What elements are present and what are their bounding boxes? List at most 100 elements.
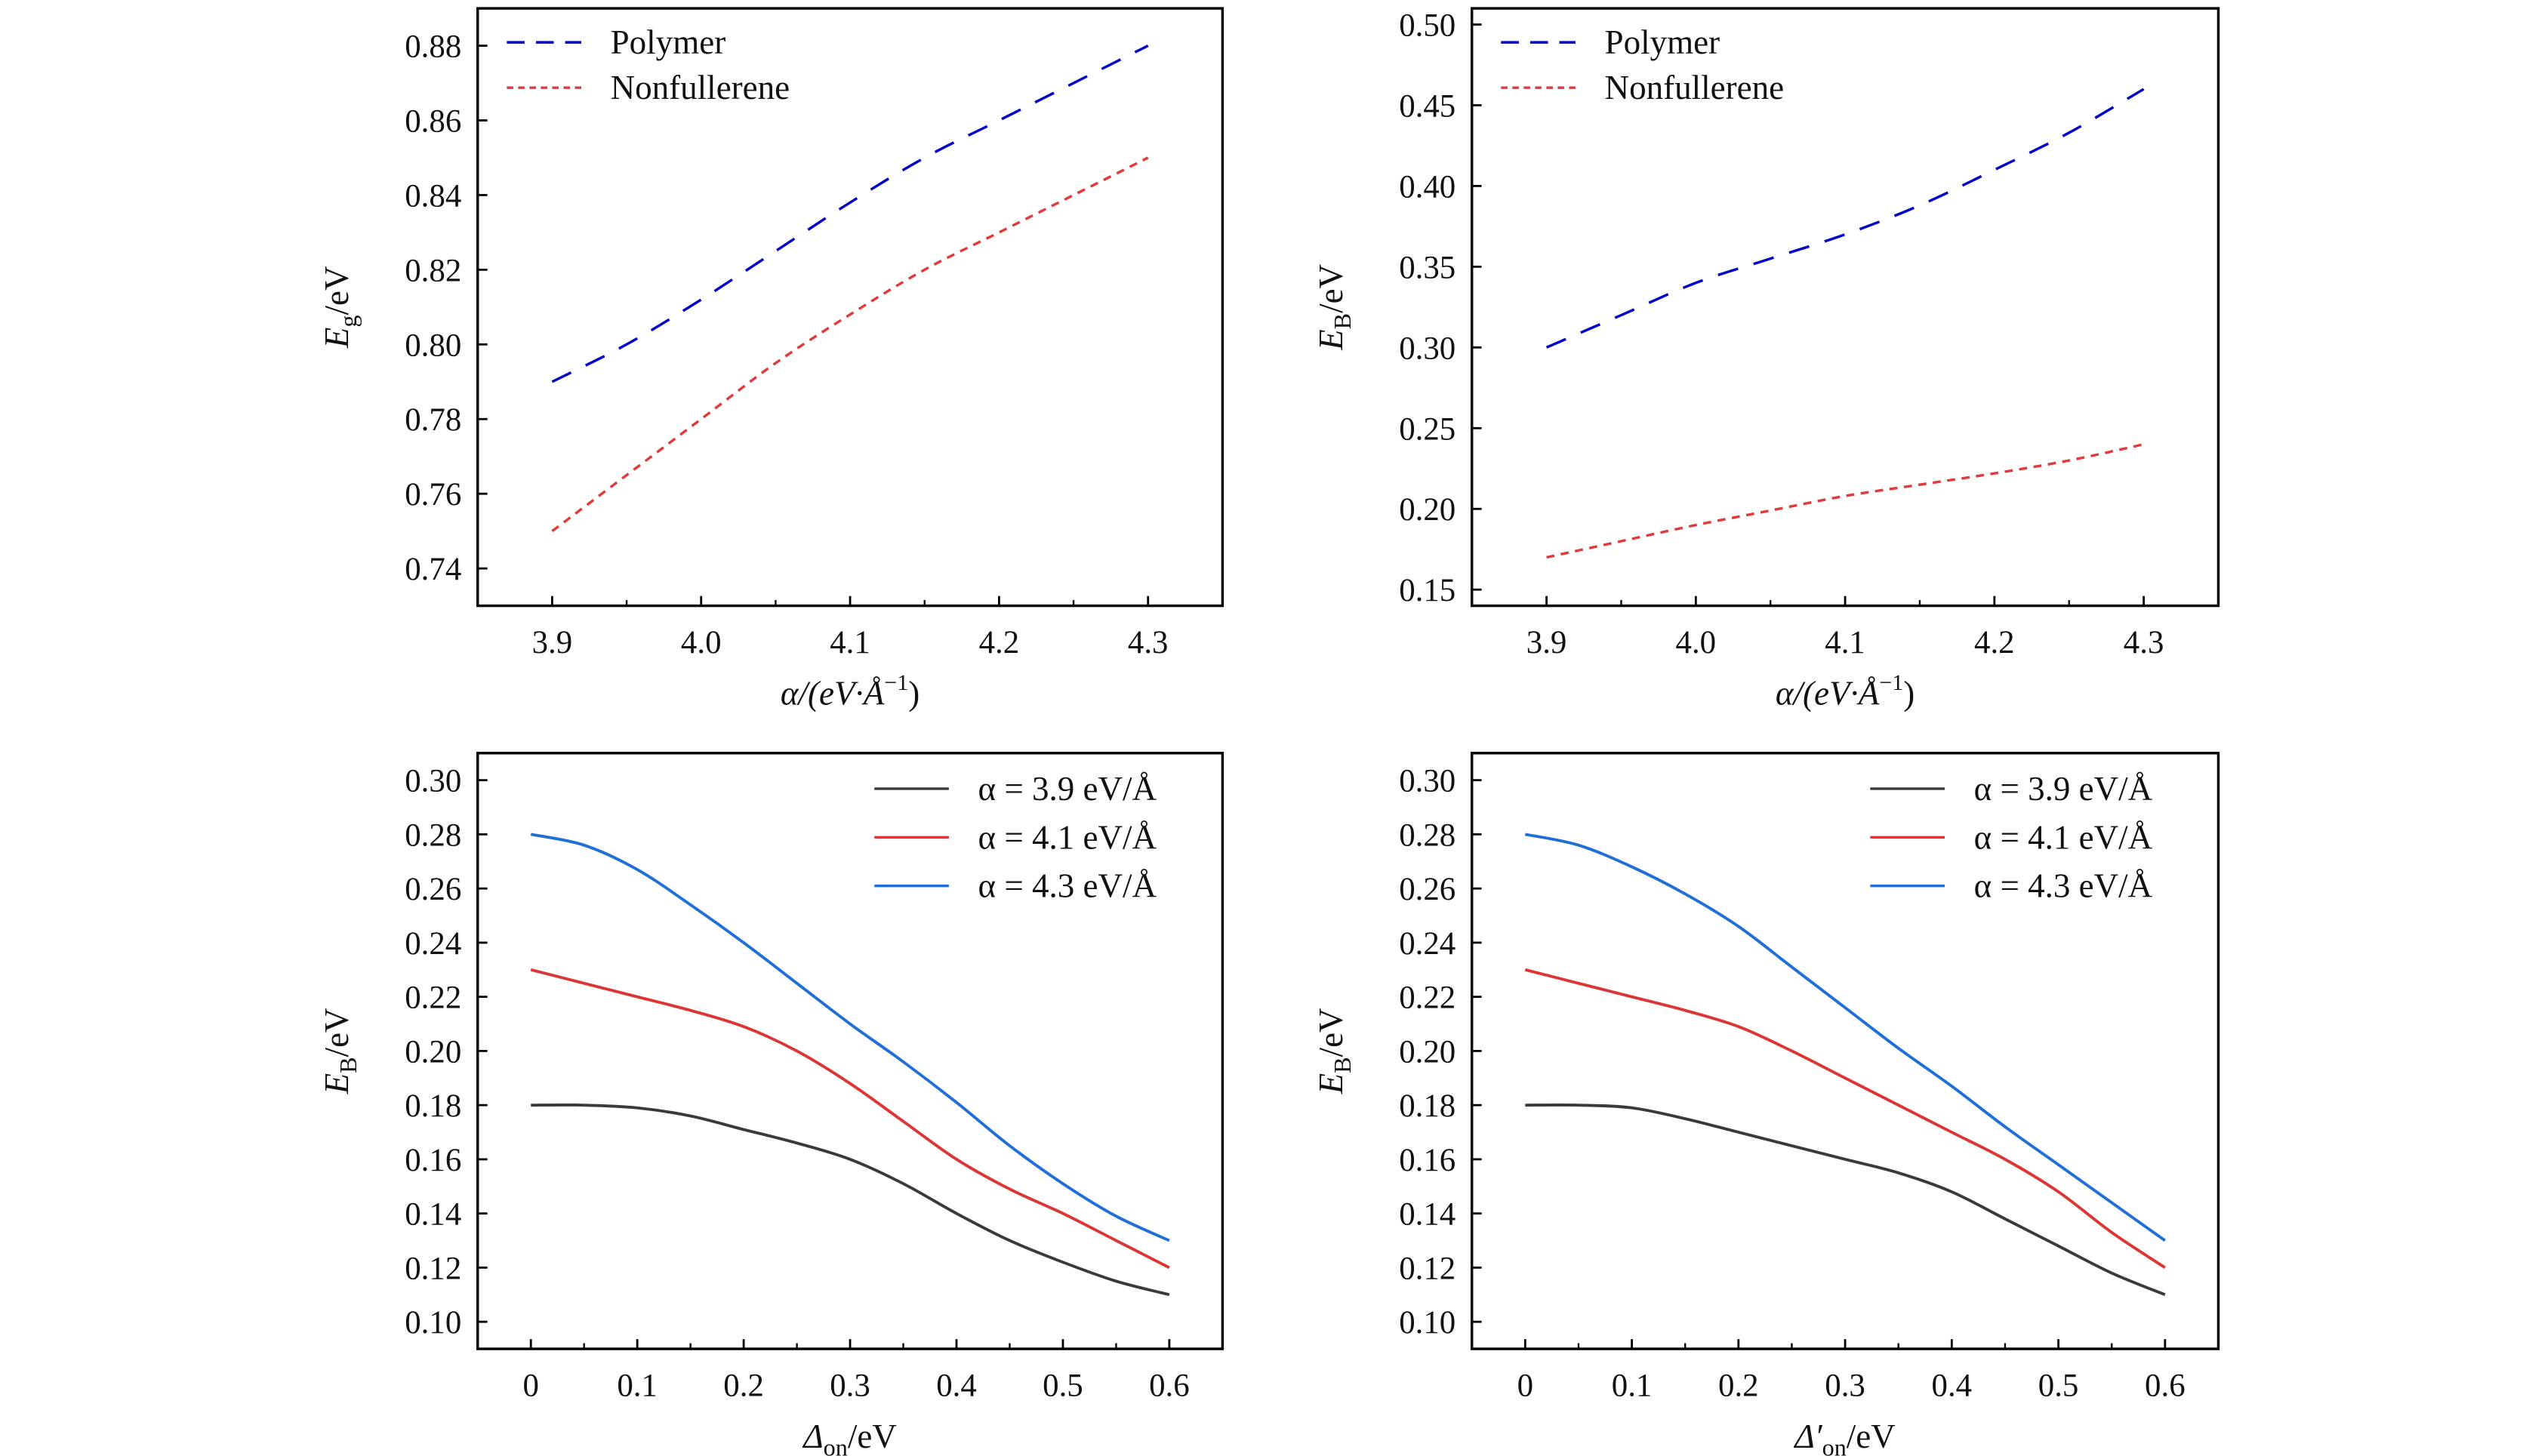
series-line-1	[1545, 88, 2145, 349]
x-tick-label: 0.2	[723, 1368, 764, 1403]
legend-label: α = 4.3 eV/Å	[1974, 867, 2153, 905]
y-label-main: E	[1312, 329, 1350, 351]
x-tick-label: 0.6	[1149, 1368, 1190, 1403]
x-tick-label: 0	[522, 1368, 538, 1403]
y-axis-label: Eg/eV	[318, 266, 362, 349]
legend-label: Nonfullerene	[1605, 69, 1785, 106]
y-tick-label: 0.86	[405, 104, 461, 140]
plot-frame	[476, 7, 1224, 608]
y-tick-label: 0.20	[405, 1034, 461, 1070]
y-tick-label: 0.16	[1399, 1143, 1456, 1178]
x-tick-label: 3.9	[1526, 625, 1567, 660]
x-label-main: α/(eV·Å	[781, 674, 885, 712]
series-line-2	[551, 156, 1149, 533]
plot-frame	[1470, 7, 2220, 608]
x-tick-label: 4.3	[2124, 625, 2164, 660]
y-tick-label: 0.16	[405, 1143, 461, 1178]
x-label-unit: /eV	[848, 1418, 897, 1455]
y-tick-label: 0.76	[405, 477, 461, 513]
y-tick-label: 0.88	[405, 29, 461, 65]
y-tick-label: 0.15	[1399, 573, 1456, 608]
y-tick-label: 0.22	[1399, 980, 1456, 1016]
y-tick-label: 0.30	[1399, 764, 1456, 799]
legend-label: α = 4.3 eV/Å	[978, 867, 1157, 905]
series-line-1	[1525, 1103, 2166, 1297]
legend-label: Polymer	[611, 23, 726, 61]
y-tick-label: 0.84	[405, 178, 461, 214]
x-tick-label: 4.0	[1676, 625, 1717, 660]
x-label-tail: )	[1903, 674, 1915, 712]
legend-label: α = 3.9 eV/Å	[978, 770, 1157, 808]
series-line-2	[1546, 442, 2144, 559]
x-tick-label: 4.2	[1974, 625, 2015, 660]
y-tick-label: 0.24	[405, 926, 461, 962]
x-tick-label: 0	[1517, 1368, 1533, 1403]
legend-label: α = 3.9 eV/Å	[1974, 770, 2153, 808]
x-tick-label: 0.5	[2038, 1368, 2079, 1403]
x-axis-label: α/(eV·Å−1)	[781, 670, 920, 712]
x-tick-label: 4.1	[1825, 625, 1865, 660]
y-label-unit: /eV	[1312, 263, 1350, 312]
y-tick-label: 0.35	[1399, 250, 1456, 285]
x-tick-label: 4.1	[830, 625, 870, 660]
y-tick-label: 0.28	[405, 817, 461, 853]
chart-panel-1: 3.9 4.0 4.1 4.2 4.3 0.74 0.76 0.78 0.80 0.82 0.84 0…	[318, 7, 1224, 712]
y-label-main: E	[318, 1073, 356, 1095]
x-tick-label: 0.2	[1718, 1368, 1759, 1403]
x-tick-label: 0.1	[617, 1368, 658, 1403]
x-label-sup: −1	[884, 670, 908, 695]
y-tick-label: 0.20	[1399, 492, 1456, 528]
x-axis-label: Δon/eV	[802, 1418, 897, 1456]
y-label-unit: /eV	[318, 266, 356, 315]
x-label-sub: on	[824, 1434, 848, 1456]
y-axis-label: EB/eV	[318, 1008, 362, 1094]
x-label-unit: /eV	[1847, 1418, 1896, 1455]
chart-panel-4: 0 0.1 0.2 0.3 0.4 0.5 0.6 0.10 0.12 0.14 0.16 0.18 0…	[1312, 752, 2220, 1456]
y-tick-label: 0.40	[1399, 169, 1456, 205]
series-line-3	[1524, 833, 2166, 1242]
series-line-3	[530, 833, 1170, 1242]
y-label-sub: g	[334, 316, 362, 328]
y-tick-label: 0.22	[405, 980, 461, 1016]
y-tick-label: 0.74	[405, 552, 461, 587]
legend-label: α = 4.1 eV/Å	[1974, 818, 2153, 856]
y-label-sub: B	[1329, 1057, 1356, 1073]
y-label-main: E	[318, 328, 356, 349]
y-tick-label: 0.28	[1399, 817, 1456, 853]
x-tick-label: 0.6	[2145, 1368, 2186, 1403]
x-label-sup: −1	[1879, 670, 1903, 695]
y-tick-label: 0.30	[405, 764, 461, 799]
y-tick-label: 0.26	[405, 872, 461, 907]
x-tick-label: 0.3	[1825, 1368, 1865, 1403]
x-axis-label: α/(eV·Å−1)	[1776, 670, 1915, 712]
x-tick-label: 0.1	[1612, 1368, 1653, 1403]
y-tick-label: 0.82	[405, 253, 461, 288]
y-tick-label: 0.78	[405, 402, 461, 438]
legend-label: Polymer	[1605, 23, 1720, 61]
y-label-sub: B	[1329, 313, 1356, 329]
x-tick-label: 0.3	[830, 1368, 870, 1403]
series-line-2	[1524, 968, 2166, 1270]
y-tick-label: 0.18	[1399, 1088, 1456, 1124]
x-tick-label: 4.2	[979, 625, 1020, 660]
series-line-1	[531, 1103, 1170, 1297]
x-tick-label: 3.9	[532, 625, 573, 660]
y-tick-label: 0.20	[1399, 1034, 1456, 1070]
y-tick-label: 0.80	[405, 328, 461, 363]
y-tick-label: 0.24	[1399, 926, 1456, 962]
series-line-1	[551, 45, 1149, 383]
legend-label: α = 4.1 eV/Å	[978, 818, 1157, 856]
x-tick-label: 4.0	[681, 625, 722, 660]
x-label-tail: )	[908, 674, 920, 712]
y-axis-label: EB/eV	[1312, 1008, 1356, 1094]
y-label-unit: /eV	[318, 1008, 356, 1057]
x-tick-label: 0.4	[1932, 1368, 1973, 1403]
y-tick-label: 0.14	[1399, 1197, 1456, 1233]
y-tick-label: 0.18	[405, 1088, 461, 1124]
x-label-main: α/(eV·Å	[1776, 674, 1880, 712]
y-tick-label: 0.14	[405, 1197, 461, 1233]
y-tick-label: 0.30	[1399, 331, 1456, 366]
y-tick-label: 0.12	[405, 1251, 461, 1286]
y-tick-label: 0.12	[1399, 1251, 1456, 1286]
